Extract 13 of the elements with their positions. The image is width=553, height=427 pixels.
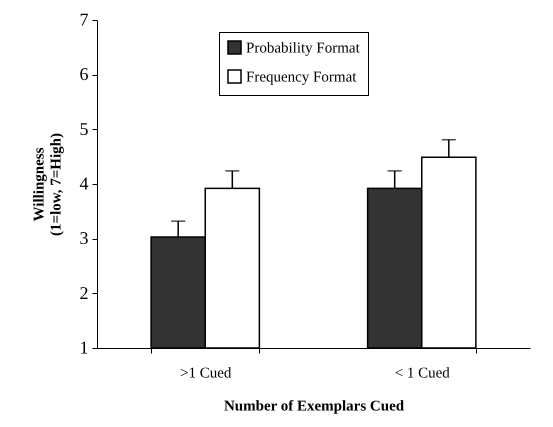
y-tick-label: 6	[80, 64, 88, 84]
y-tick-label: 7	[80, 10, 88, 30]
y-tick-label: 5	[80, 118, 88, 139]
y-tick-label: 2	[80, 282, 88, 303]
x-tick-label: >1 Cued	[180, 366, 232, 382]
y-tick-label: 1	[80, 338, 88, 358]
y-tick-label: 4	[80, 174, 88, 194]
y-axis-title: Willingness (1=low, 7=High)	[32, 133, 64, 236]
y-tick-label: 3	[80, 228, 88, 248]
x-axis-title: Number of Exemplars Cued	[224, 398, 405, 414]
x-tick-label: < 1 Cued	[394, 366, 450, 382]
legend-label: Frequency Format	[246, 70, 358, 86]
legend-label: Probability Format	[246, 40, 361, 56]
